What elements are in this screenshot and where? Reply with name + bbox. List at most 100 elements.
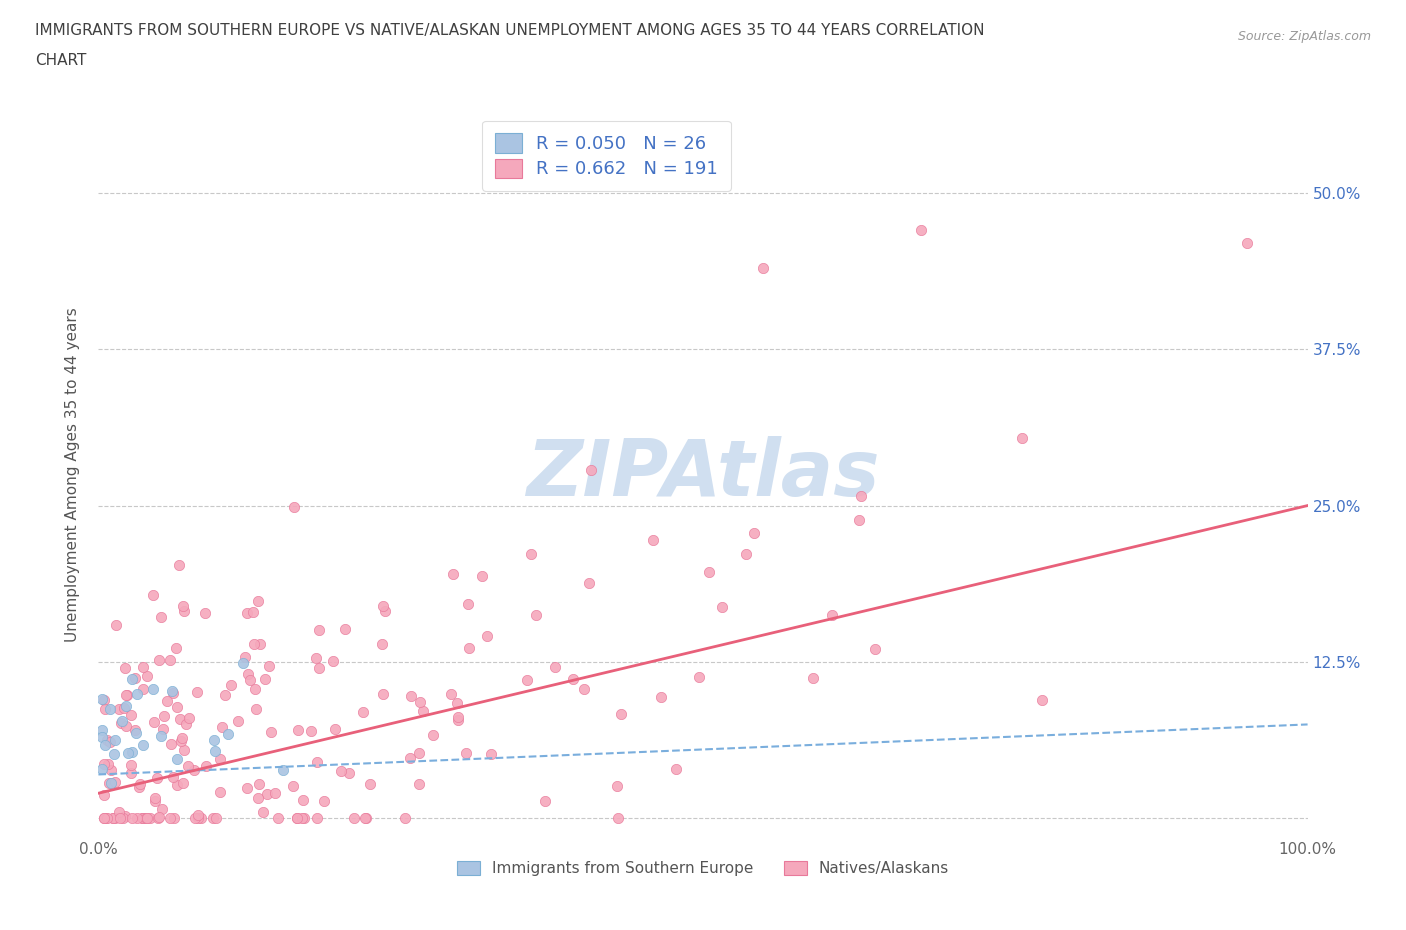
- Point: [121, 671, 143, 686]
- Point: [330, 764, 353, 778]
- Point: [135, 811, 157, 826]
- Point: [104, 811, 127, 826]
- Point: [202, 811, 225, 826]
- Point: [166, 751, 188, 766]
- Point: [93, 756, 115, 771]
- Point: [323, 722, 346, 737]
- Point: [219, 677, 242, 692]
- Point: [179, 711, 201, 725]
- Point: [162, 685, 184, 700]
- Point: [208, 785, 231, 800]
- Point: [170, 730, 193, 745]
- Point: [93, 811, 115, 826]
- Point: [100, 763, 122, 777]
- Point: [173, 743, 195, 758]
- Point: [117, 745, 139, 760]
- Point: [243, 681, 266, 696]
- Point: [283, 500, 305, 515]
- Point: [115, 698, 138, 713]
- Y-axis label: Unemployment Among Ages 35 to 44 years: Unemployment Among Ages 35 to 44 years: [65, 307, 80, 642]
- Point: [281, 778, 304, 793]
- Point: [115, 687, 138, 702]
- Point: [152, 722, 174, 737]
- Point: [165, 640, 187, 655]
- Point: [863, 642, 886, 657]
- Point: [108, 811, 131, 826]
- Point: [125, 686, 148, 701]
- Point: [121, 745, 143, 760]
- Point: [394, 811, 416, 826]
- Point: [333, 621, 356, 636]
- Point: [479, 746, 502, 761]
- Point: [217, 726, 239, 741]
- Point: [665, 762, 688, 777]
- Point: [257, 658, 280, 673]
- Point: [226, 714, 249, 729]
- Point: [305, 755, 328, 770]
- Point: [752, 260, 775, 275]
- Point: [440, 686, 463, 701]
- Point: [135, 811, 157, 826]
- Point: [156, 693, 179, 708]
- Point: [132, 659, 155, 674]
- Point: [446, 696, 468, 711]
- Point: [516, 672, 538, 687]
- Point: [239, 673, 262, 688]
- Point: [94, 737, 117, 752]
- Point: [132, 737, 155, 752]
- Point: [143, 790, 166, 805]
- Point: [606, 778, 628, 793]
- Point: [160, 684, 183, 698]
- Point: [821, 607, 844, 622]
- Point: [115, 687, 138, 702]
- Point: [115, 719, 138, 734]
- Point: [371, 687, 394, 702]
- Point: [132, 811, 155, 826]
- Point: [98, 701, 121, 716]
- Point: [308, 660, 330, 675]
- Point: [194, 605, 217, 620]
- Point: [409, 695, 432, 710]
- Point: [143, 714, 166, 729]
- Point: [121, 811, 143, 826]
- Point: [408, 777, 430, 792]
- Point: [135, 669, 157, 684]
- Point: [236, 667, 259, 682]
- Point: [94, 811, 117, 826]
- Point: [458, 641, 481, 656]
- Point: [208, 751, 231, 766]
- Point: [128, 779, 150, 794]
- Point: [96, 811, 118, 826]
- Text: CHART: CHART: [35, 53, 87, 68]
- Point: [299, 724, 322, 738]
- Text: Source: ZipAtlas.com: Source: ZipAtlas.com: [1237, 30, 1371, 43]
- Point: [343, 811, 366, 826]
- Point: [848, 512, 870, 527]
- Point: [172, 775, 194, 790]
- Point: [256, 787, 278, 802]
- Point: [148, 652, 170, 667]
- Point: [643, 533, 665, 548]
- Point: [801, 671, 824, 685]
- Point: [233, 649, 256, 664]
- Point: [398, 751, 420, 765]
- Point: [148, 810, 170, 825]
- Point: [243, 637, 266, 652]
- Point: [131, 811, 153, 826]
- Point: [688, 670, 710, 684]
- Point: [110, 714, 132, 729]
- Point: [150, 802, 173, 817]
- Point: [422, 727, 444, 742]
- Point: [214, 687, 236, 702]
- Point: [152, 708, 174, 723]
- Point: [149, 609, 172, 624]
- Point: [447, 710, 470, 724]
- Point: [607, 811, 630, 826]
- Point: [159, 652, 181, 667]
- Point: [103, 747, 125, 762]
- Point: [1031, 693, 1053, 708]
- Point: [246, 790, 269, 805]
- Point: [562, 671, 585, 686]
- Point: [121, 758, 143, 773]
- Legend: Immigrants from Southern Europe, Natives/Alaskans: Immigrants from Southern Europe, Natives…: [449, 854, 957, 883]
